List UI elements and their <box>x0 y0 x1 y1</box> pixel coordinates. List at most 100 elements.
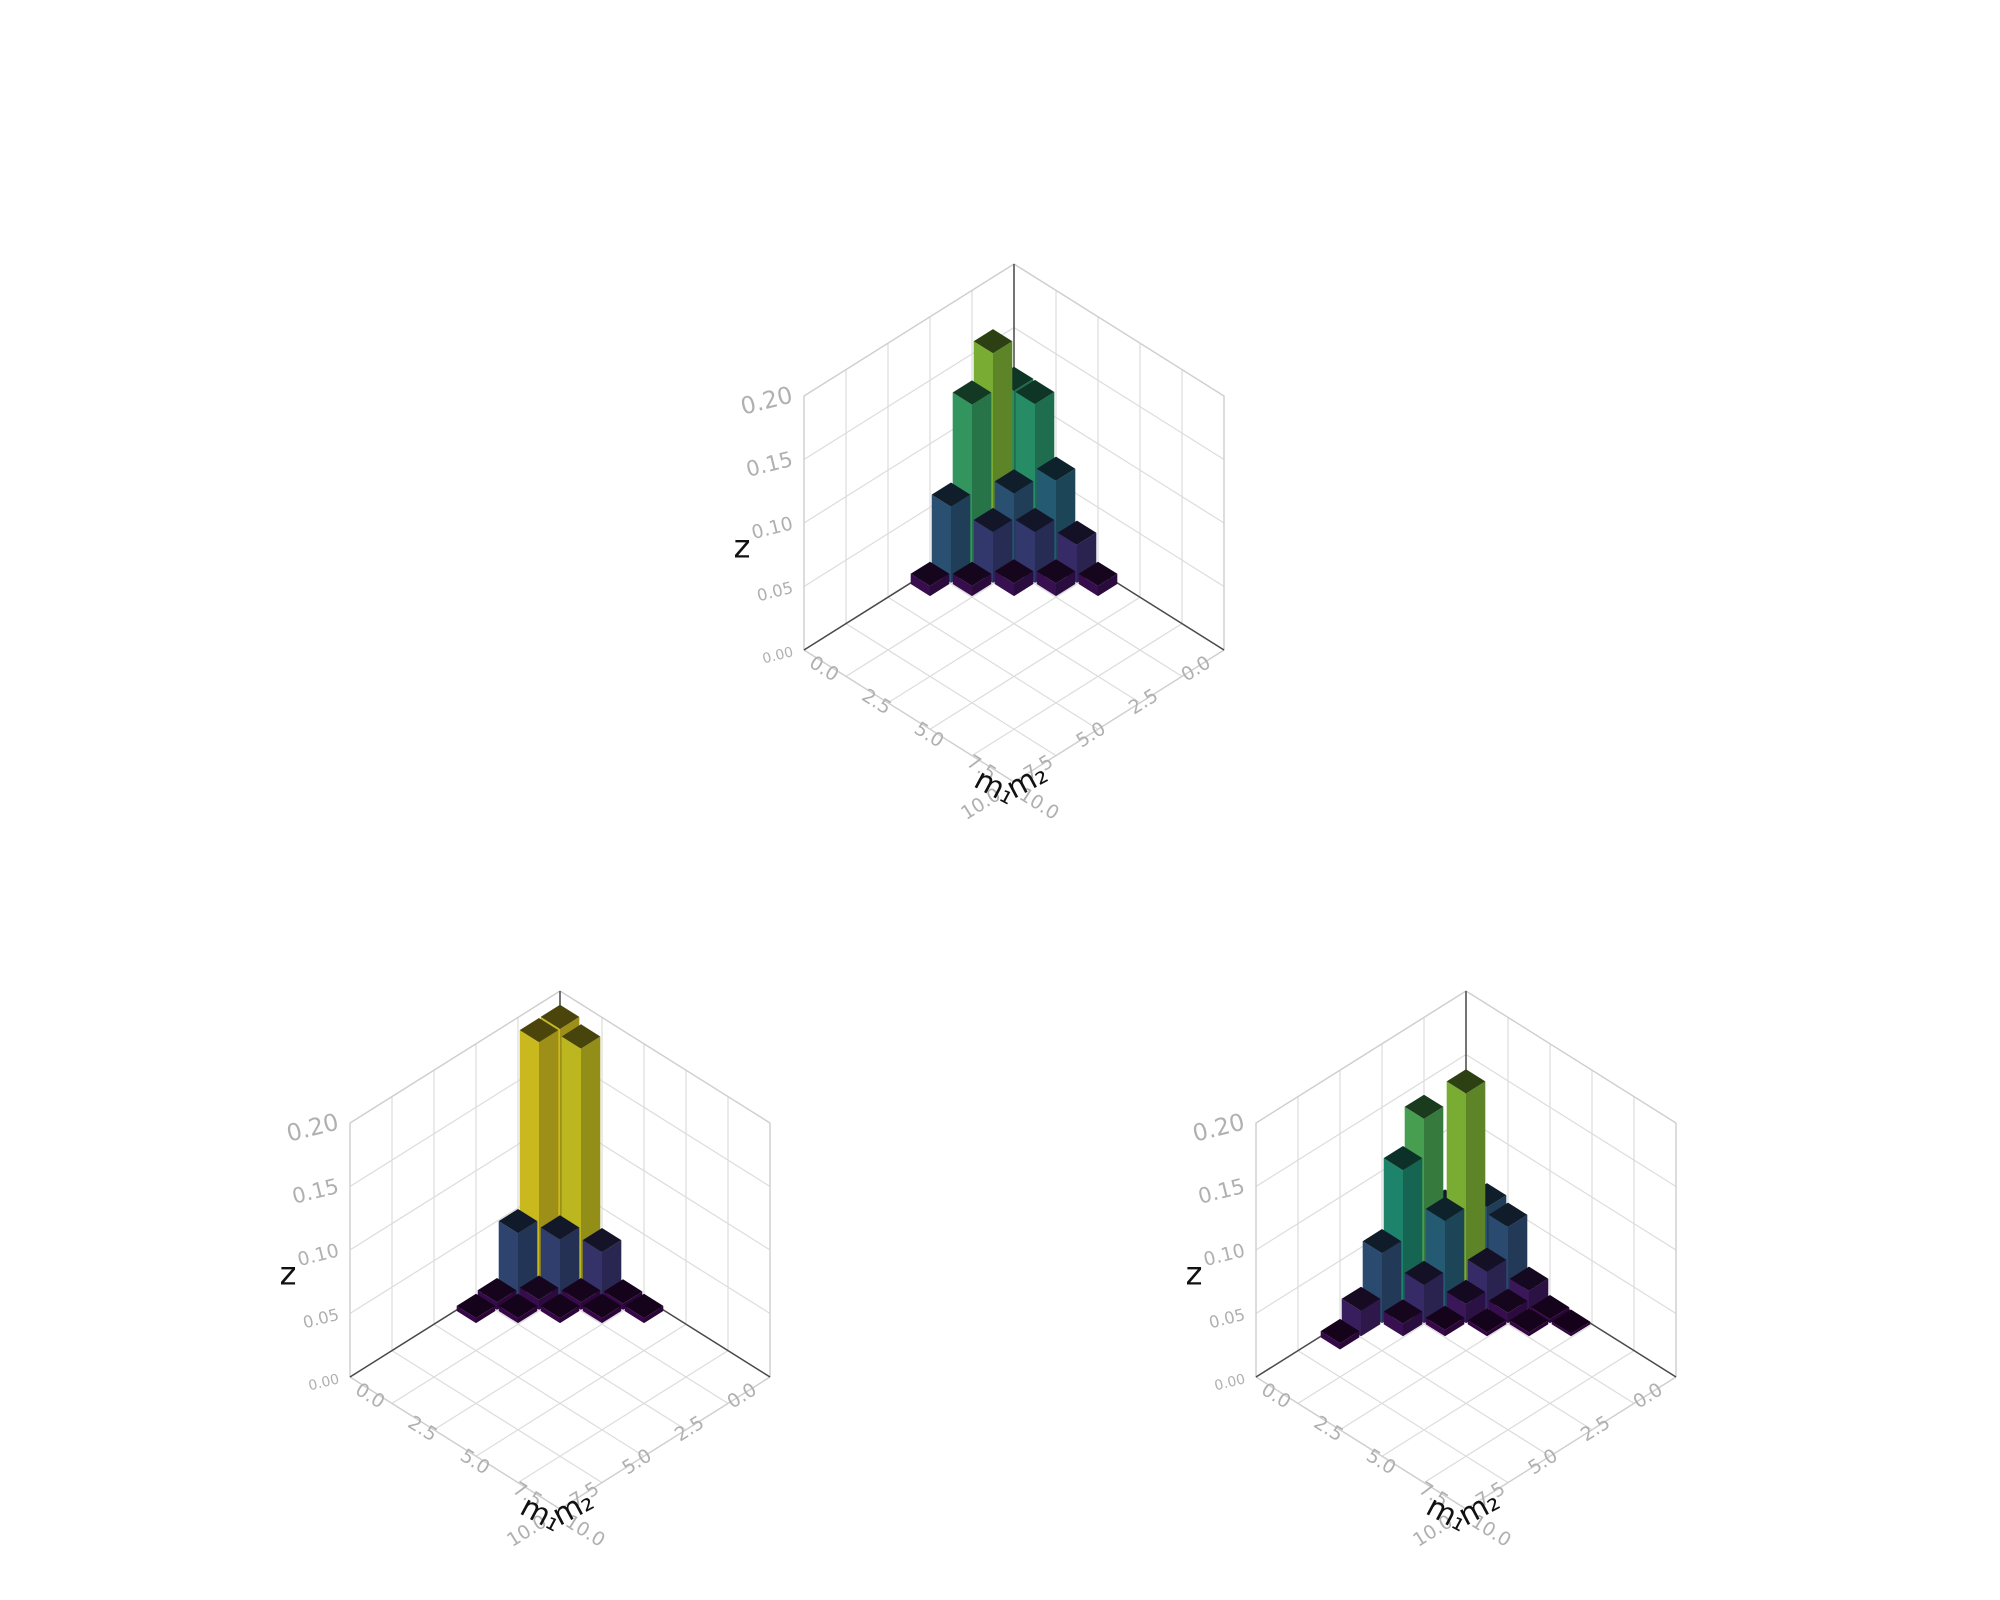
bar <box>624 1293 664 1324</box>
z-axis-label: z <box>1186 1255 1203 1293</box>
bar-top <box>582 1293 622 1319</box>
bar <box>910 561 950 597</box>
bar-face <box>1098 573 1118 597</box>
bar-face <box>1571 1321 1591 1337</box>
z-tick-label: 0.20 <box>284 1108 342 1148</box>
z-tick-label: 0.10 <box>1202 1240 1248 1270</box>
m2-tick-label: 5.0 <box>618 1445 655 1480</box>
bar-top <box>1488 1288 1528 1313</box>
z-tick-label: 0.10 <box>750 513 796 543</box>
bar <box>1383 1299 1423 1337</box>
m1-tick-label: 5.0 <box>456 1445 493 1480</box>
bar-top <box>952 380 992 405</box>
m2-tick-label: 5.0 <box>1524 1445 1561 1480</box>
bar-top <box>582 1228 622 1253</box>
bar-top <box>1341 1286 1381 1311</box>
bar-face <box>951 494 971 583</box>
bar-top <box>498 1209 538 1234</box>
bar-face <box>560 1305 580 1324</box>
bar-face <box>1361 1298 1381 1337</box>
bar-face <box>581 1036 601 1284</box>
grid-line <box>1465 1053 1677 1188</box>
bar-face <box>1467 1320 1487 1337</box>
m2-tick-label: 2.5 <box>671 1412 708 1447</box>
bar <box>540 1215 580 1297</box>
chart-panel-3: 0.02.55.07.510.00.02.55.07.510.00.000.05… <box>1186 990 1677 1552</box>
pane-border <box>803 649 1225 783</box>
bar-top <box>1425 1196 1465 1221</box>
bar-top <box>1404 1094 1444 1119</box>
bar-top <box>1467 1308 1507 1333</box>
z-tick-label: 0.05 <box>1207 1305 1247 1332</box>
bar-top <box>1467 1247 1507 1272</box>
grid <box>1255 990 1677 1510</box>
bar-top <box>1057 520 1097 545</box>
grid-line <box>1297 1350 1509 1484</box>
bar-top <box>931 482 971 507</box>
bar-face <box>910 573 930 597</box>
m2-tick-label: 5.0 <box>1072 718 1109 753</box>
bar-top <box>1551 1309 1591 1334</box>
bar-top <box>910 561 950 586</box>
m1-tick-label: 0.0 <box>351 1379 388 1414</box>
z-tick-label: 0.00 <box>1213 1371 1247 1394</box>
grid-line <box>475 1323 687 1457</box>
bar-face <box>1509 1320 1529 1337</box>
z-tick-label: 0.15 <box>1195 1173 1247 1209</box>
bar-face <box>1056 571 1076 597</box>
grid-line <box>391 1350 603 1484</box>
bar-face <box>952 573 972 597</box>
bar-top <box>1509 1266 1549 1291</box>
bar-face <box>1529 1320 1549 1337</box>
bar-top <box>1383 1146 1423 1171</box>
bar-face <box>1445 1317 1465 1337</box>
bar <box>456 1293 496 1324</box>
grid-line <box>433 1323 645 1457</box>
bar-face <box>498 1305 518 1324</box>
bar-face <box>994 571 1014 597</box>
chart-panel-1: 0.02.55.07.510.00.02.55.07.510.00.000.05… <box>734 263 1225 825</box>
bar-face <box>582 1305 602 1324</box>
bar-top <box>603 1279 643 1304</box>
bar <box>582 1228 622 1297</box>
grid-line <box>517 1350 729 1484</box>
bar-top <box>973 507 1013 533</box>
m1-tick-label: 0.0 <box>805 652 842 687</box>
bar-top <box>1320 1318 1360 1344</box>
bar-top <box>498 1293 538 1319</box>
bar-face <box>518 1221 538 1297</box>
bar-face <box>1488 1300 1508 1324</box>
bar-face <box>1425 1317 1445 1337</box>
bar-top <box>561 1024 601 1049</box>
bar <box>540 1293 580 1324</box>
m1-tick-label: 0.0 <box>1257 1379 1294 1414</box>
bar <box>1078 561 1118 597</box>
bar-face <box>644 1305 664 1324</box>
bars <box>1320 1069 1591 1350</box>
z-tick-label: 0.10 <box>296 1240 342 1270</box>
bar <box>1320 1318 1360 1350</box>
bar-face <box>931 494 951 583</box>
bar-top <box>994 559 1034 584</box>
bar <box>1446 1279 1486 1324</box>
bar-top <box>1446 1279 1486 1305</box>
grid-line <box>971 623 1183 757</box>
grid-line <box>1339 1323 1551 1457</box>
bar-face <box>540 1227 560 1297</box>
z-tick-label: 0.15 <box>743 446 795 482</box>
bar-face <box>498 1221 518 1297</box>
bar-face <box>1403 1311 1423 1337</box>
bar-face <box>602 1240 622 1297</box>
bar-top <box>561 1278 601 1303</box>
bar-face <box>972 573 992 597</box>
bar-top <box>519 1275 559 1300</box>
z-axis-label: z <box>280 1255 297 1293</box>
m2-tick-label: 0.0 <box>723 1379 760 1414</box>
bar <box>1551 1309 1591 1337</box>
bar-top <box>1078 561 1118 586</box>
bar-top <box>1488 1202 1528 1227</box>
grid-line <box>1381 1323 1593 1457</box>
bar <box>1341 1286 1381 1337</box>
bar-face <box>1340 1331 1360 1350</box>
